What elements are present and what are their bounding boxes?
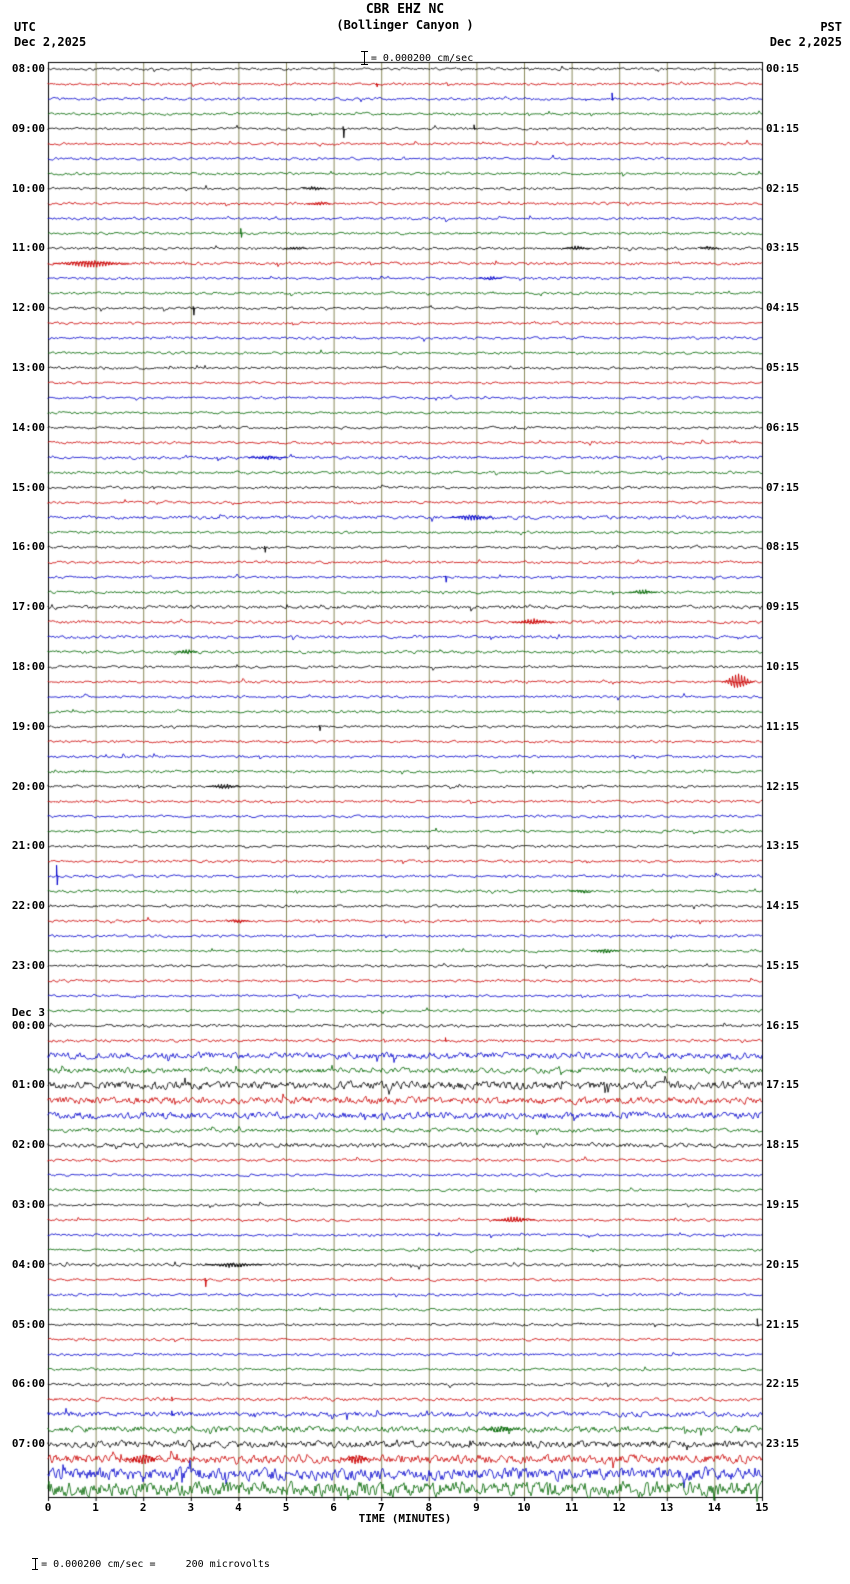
utc-label: 12:00 <box>11 301 45 315</box>
pst-timezone-label: PST <box>820 20 842 34</box>
utc-label: 01:00 <box>11 1078 45 1092</box>
utc-label: 11:00 <box>11 241 45 255</box>
scale-bar-icon <box>32 1558 39 1570</box>
pst-label: 18:15 <box>766 1138 800 1152</box>
pst-label: 23:15 <box>766 1437 800 1451</box>
utc-label: 05:00 <box>11 1317 45 1331</box>
pst-label: 02:15 <box>766 181 800 195</box>
utc-date: Dec 2,2025 <box>14 35 87 49</box>
station-title: CBR EHZ NC <box>365 2 445 17</box>
x-tick-label: 7 <box>377 1501 385 1514</box>
pst-label: 14:15 <box>766 899 800 913</box>
footer-scale-text: = 0.000200 cm/sec = 200 microvolts <box>41 1559 270 1570</box>
utc-label: 04:00 <box>11 1257 45 1271</box>
x-tick-label: 15 <box>755 1501 769 1514</box>
pst-label: 07:15 <box>766 480 800 494</box>
x-tick-label: 10 <box>517 1501 531 1514</box>
utc-label: 09:00 <box>11 121 45 135</box>
x-tick-label: 3 <box>187 1501 195 1514</box>
utc-label: 02:00 <box>11 1138 45 1152</box>
x-tick-label: 1 <box>92 1501 99 1514</box>
pst-label: 09:15 <box>766 600 800 614</box>
utc-label: 15:00 <box>11 480 45 494</box>
pst-label: 20:15 <box>766 1257 800 1271</box>
utc-timezone-label: UTC <box>14 20 36 34</box>
x-tick-label: 0 <box>44 1501 52 1514</box>
pst-label: 16:15 <box>766 1018 800 1032</box>
x-tick-label: 9 <box>473 1501 480 1514</box>
x-tick-label: 13 <box>660 1501 674 1514</box>
pst-label: 00:15 <box>766 62 800 75</box>
date-break-label: Dec 3 <box>11 1005 45 1019</box>
footer-scale-note: = 0.000200 cm/sec = 200 microvolts <box>8 1547 270 1581</box>
x-tick-label: 6 <box>330 1501 337 1514</box>
x-tick-label: 11 <box>564 1501 579 1514</box>
x-axis-title: TIME (MINUTES) <box>358 1512 452 1525</box>
utc-label: 20:00 <box>11 779 45 793</box>
pst-label: 03:15 <box>766 241 800 255</box>
utc-label: 21:00 <box>11 839 45 853</box>
x-tick-label: 14 <box>707 1501 722 1514</box>
pst-label: 22:15 <box>766 1377 800 1391</box>
pst-label: 13:15 <box>766 839 800 853</box>
pst-label: 19:15 <box>766 1198 800 1212</box>
utc-label: 13:00 <box>11 360 45 374</box>
pst-label: 21:15 <box>766 1317 800 1331</box>
x-tick-label: 4 <box>235 1501 242 1514</box>
amplitude-scale: = 0.000200 cm/sec <box>48 40 762 76</box>
pst-label: 05:15 <box>766 360 800 374</box>
x-tick-label: 8 <box>425 1501 433 1514</box>
pst-label: 08:15 <box>766 540 800 554</box>
pst-label: 10:15 <box>766 659 800 673</box>
pst-label: 06:15 <box>766 420 800 434</box>
x-tick-label: 5 <box>282 1501 290 1514</box>
utc-label: 19:00 <box>11 719 45 733</box>
utc-label: 06:00 <box>11 1377 45 1391</box>
utc-label: 10:00 <box>11 181 45 195</box>
utc-label: 18:00 <box>11 659 45 673</box>
utc-label: 22:00 <box>11 899 45 913</box>
utc-label: 08:00 <box>11 62 45 75</box>
scale-bar-icon <box>360 51 368 65</box>
utc-label: 14:00 <box>11 420 45 434</box>
station-location: (Bollinger Canyon ) <box>336 18 474 32</box>
pst-label: 11:15 <box>766 719 800 733</box>
pst-label: 01:15 <box>766 121 800 135</box>
utc-label: 17:00 <box>11 600 45 614</box>
pst-label: 12:15 <box>766 779 800 793</box>
pst-label: 04:15 <box>766 301 800 315</box>
utc-label: 00:00 <box>11 1018 45 1032</box>
pst-label: 17:15 <box>766 1078 800 1092</box>
utc-label: 16:00 <box>11 540 45 554</box>
utc-label: 23:00 <box>11 958 45 972</box>
pst-header: PST Dec 2,2025 <box>770 20 842 50</box>
pst-label: 15:15 <box>766 958 800 972</box>
x-tick-label: 12 <box>612 1501 626 1514</box>
utc-label: 03:00 <box>11 1198 45 1212</box>
utc-label: 07:00 <box>11 1437 45 1451</box>
pst-date: Dec 2,2025 <box>769 35 842 49</box>
scale-text: = 0.000200 cm/sec <box>370 53 474 64</box>
utc-header: UTC Dec 2,2025 <box>14 20 86 50</box>
x-tick-label: 2 <box>139 1501 147 1514</box>
